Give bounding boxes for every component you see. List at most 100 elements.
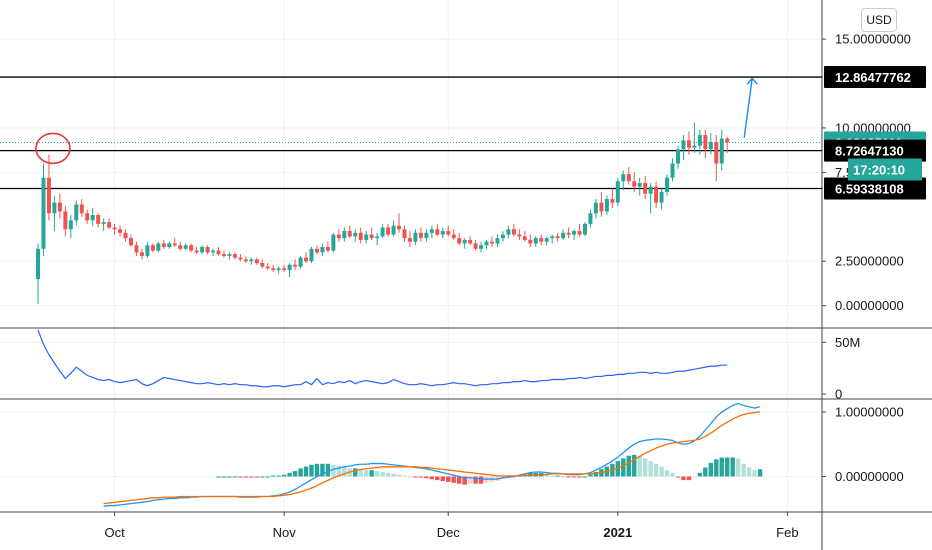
- macd-histogram-bar: [708, 462, 714, 477]
- macd-histogram-bar: [429, 476, 435, 480]
- currency-button[interactable]: USD: [861, 8, 897, 32]
- macd-histogram-bar: [336, 465, 342, 477]
- candle-body: [429, 229, 434, 233]
- candle-body: [522, 236, 527, 240]
- drawing-annotations[interactable]: [35, 77, 758, 165]
- candle-body: [271, 268, 276, 271]
- macd-tick-label: 1.00000000: [835, 404, 904, 419]
- macd-histogram-bar: [719, 457, 724, 477]
- candle-body: [577, 231, 582, 235]
- macd-histogram-bar: [364, 470, 369, 477]
- macd-histogram-bar: [752, 470, 757, 477]
- candle-body: [528, 239, 533, 244]
- price-tick-label: 2.50000000: [835, 254, 904, 269]
- macd-line: [103, 402, 761, 507]
- candle-body: [336, 234, 341, 239]
- candle-body: [670, 163, 675, 178]
- macd-histogram-bar: [358, 469, 363, 477]
- macd-histogram-bar: [260, 476, 265, 478]
- macd-tick-label: 0.00000000: [835, 469, 904, 484]
- candle-body: [353, 232, 358, 237]
- candle-body: [632, 181, 637, 187]
- macd-histogram-bar: [725, 457, 730, 477]
- macd-histogram-bar: [757, 469, 763, 477]
- candle-body: [358, 232, 363, 240]
- candle-body: [468, 239, 473, 244]
- macd-pane: [103, 402, 763, 507]
- macd-histogram-bar: [566, 476, 571, 478]
- macd-histogram-bar: [309, 464, 314, 477]
- candle-body: [194, 250, 199, 253]
- macd-histogram-bar: [265, 476, 270, 478]
- candle-body: [304, 257, 309, 262]
- macd-histogram-bar: [593, 471, 599, 477]
- price-level-tag[interactable]: [824, 139, 926, 162]
- candle-body: [238, 257, 243, 260]
- candle-body: [446, 231, 451, 235]
- macd-histogram-bar: [632, 454, 637, 477]
- target-arrow[interactable]: [743, 78, 753, 138]
- macd-histogram-bar: [249, 476, 254, 478]
- candle-body: [369, 234, 374, 239]
- candle-body: [457, 238, 462, 244]
- signal-line: [103, 411, 761, 505]
- macd-histogram-bar: [451, 476, 456, 483]
- candle-body: [654, 186, 659, 203]
- candle-body: [708, 142, 713, 150]
- macd-histogram-bar: [714, 459, 719, 477]
- candle-body: [675, 149, 680, 164]
- candle-body: [572, 231, 577, 235]
- volume-tick-label: 0: [835, 387, 842, 402]
- candle-body: [407, 238, 412, 242]
- candlestick-series: [36, 122, 730, 304]
- macd-histogram-bar: [325, 463, 331, 477]
- candle-body: [96, 215, 101, 224]
- macd-histogram-bar: [670, 472, 675, 477]
- price-level-tag[interactable]: [824, 177, 926, 200]
- horizontal-levels[interactable]: [0, 76, 822, 190]
- candle-body: [397, 225, 402, 230]
- candle-body: [697, 135, 702, 146]
- macd-histogram-bar: [462, 476, 467, 485]
- time-tick-label: Nov: [273, 525, 297, 540]
- candle-body: [347, 231, 352, 237]
- candle-body: [79, 204, 84, 214]
- candle-body: [150, 245, 155, 251]
- macd-histogram-bar: [697, 472, 703, 477]
- time-tick-label: Oct: [104, 525, 125, 540]
- candle-body: [402, 229, 407, 239]
- time-tick-label: 2021: [603, 525, 632, 540]
- time-axis[interactable]: Oct Nov Dec 2021 Feb: [104, 512, 799, 540]
- candle-body: [134, 245, 139, 253]
- price-axis[interactable]: 15.0000000010.000000007.500000002.500000…: [822, 32, 926, 484]
- candle-body: [686, 140, 691, 148]
- candle-body: [63, 211, 68, 230]
- candle-body: [544, 238, 549, 242]
- candle-body: [418, 232, 423, 239]
- candle-body: [68, 220, 73, 230]
- highlight-circle[interactable]: [35, 132, 71, 165]
- macd-histogram-bar: [298, 468, 303, 477]
- candle-body: [435, 229, 440, 235]
- target-arrowhead[interactable]: [746, 77, 758, 85]
- candle-body: [703, 135, 708, 150]
- candle-body: [331, 234, 336, 251]
- candle-body: [615, 181, 620, 203]
- candle-body: [413, 232, 418, 242]
- candle-body: [189, 245, 194, 251]
- candle-body: [604, 199, 609, 212]
- candle-body: [161, 243, 166, 248]
- macd-histogram-bar: [314, 463, 320, 477]
- candle-body: [128, 238, 133, 246]
- macd-histogram-bar: [735, 458, 741, 477]
- macd-histogram-bar: [692, 476, 697, 478]
- candle-body: [462, 239, 467, 244]
- macd-histogram-bar: [555, 475, 560, 477]
- candle-body: [561, 232, 566, 239]
- price-level-tag[interactable]: [824, 66, 926, 89]
- candle-body: [484, 241, 489, 246]
- macd-histogram-bar: [446, 476, 451, 482]
- candle-body: [156, 243, 161, 251]
